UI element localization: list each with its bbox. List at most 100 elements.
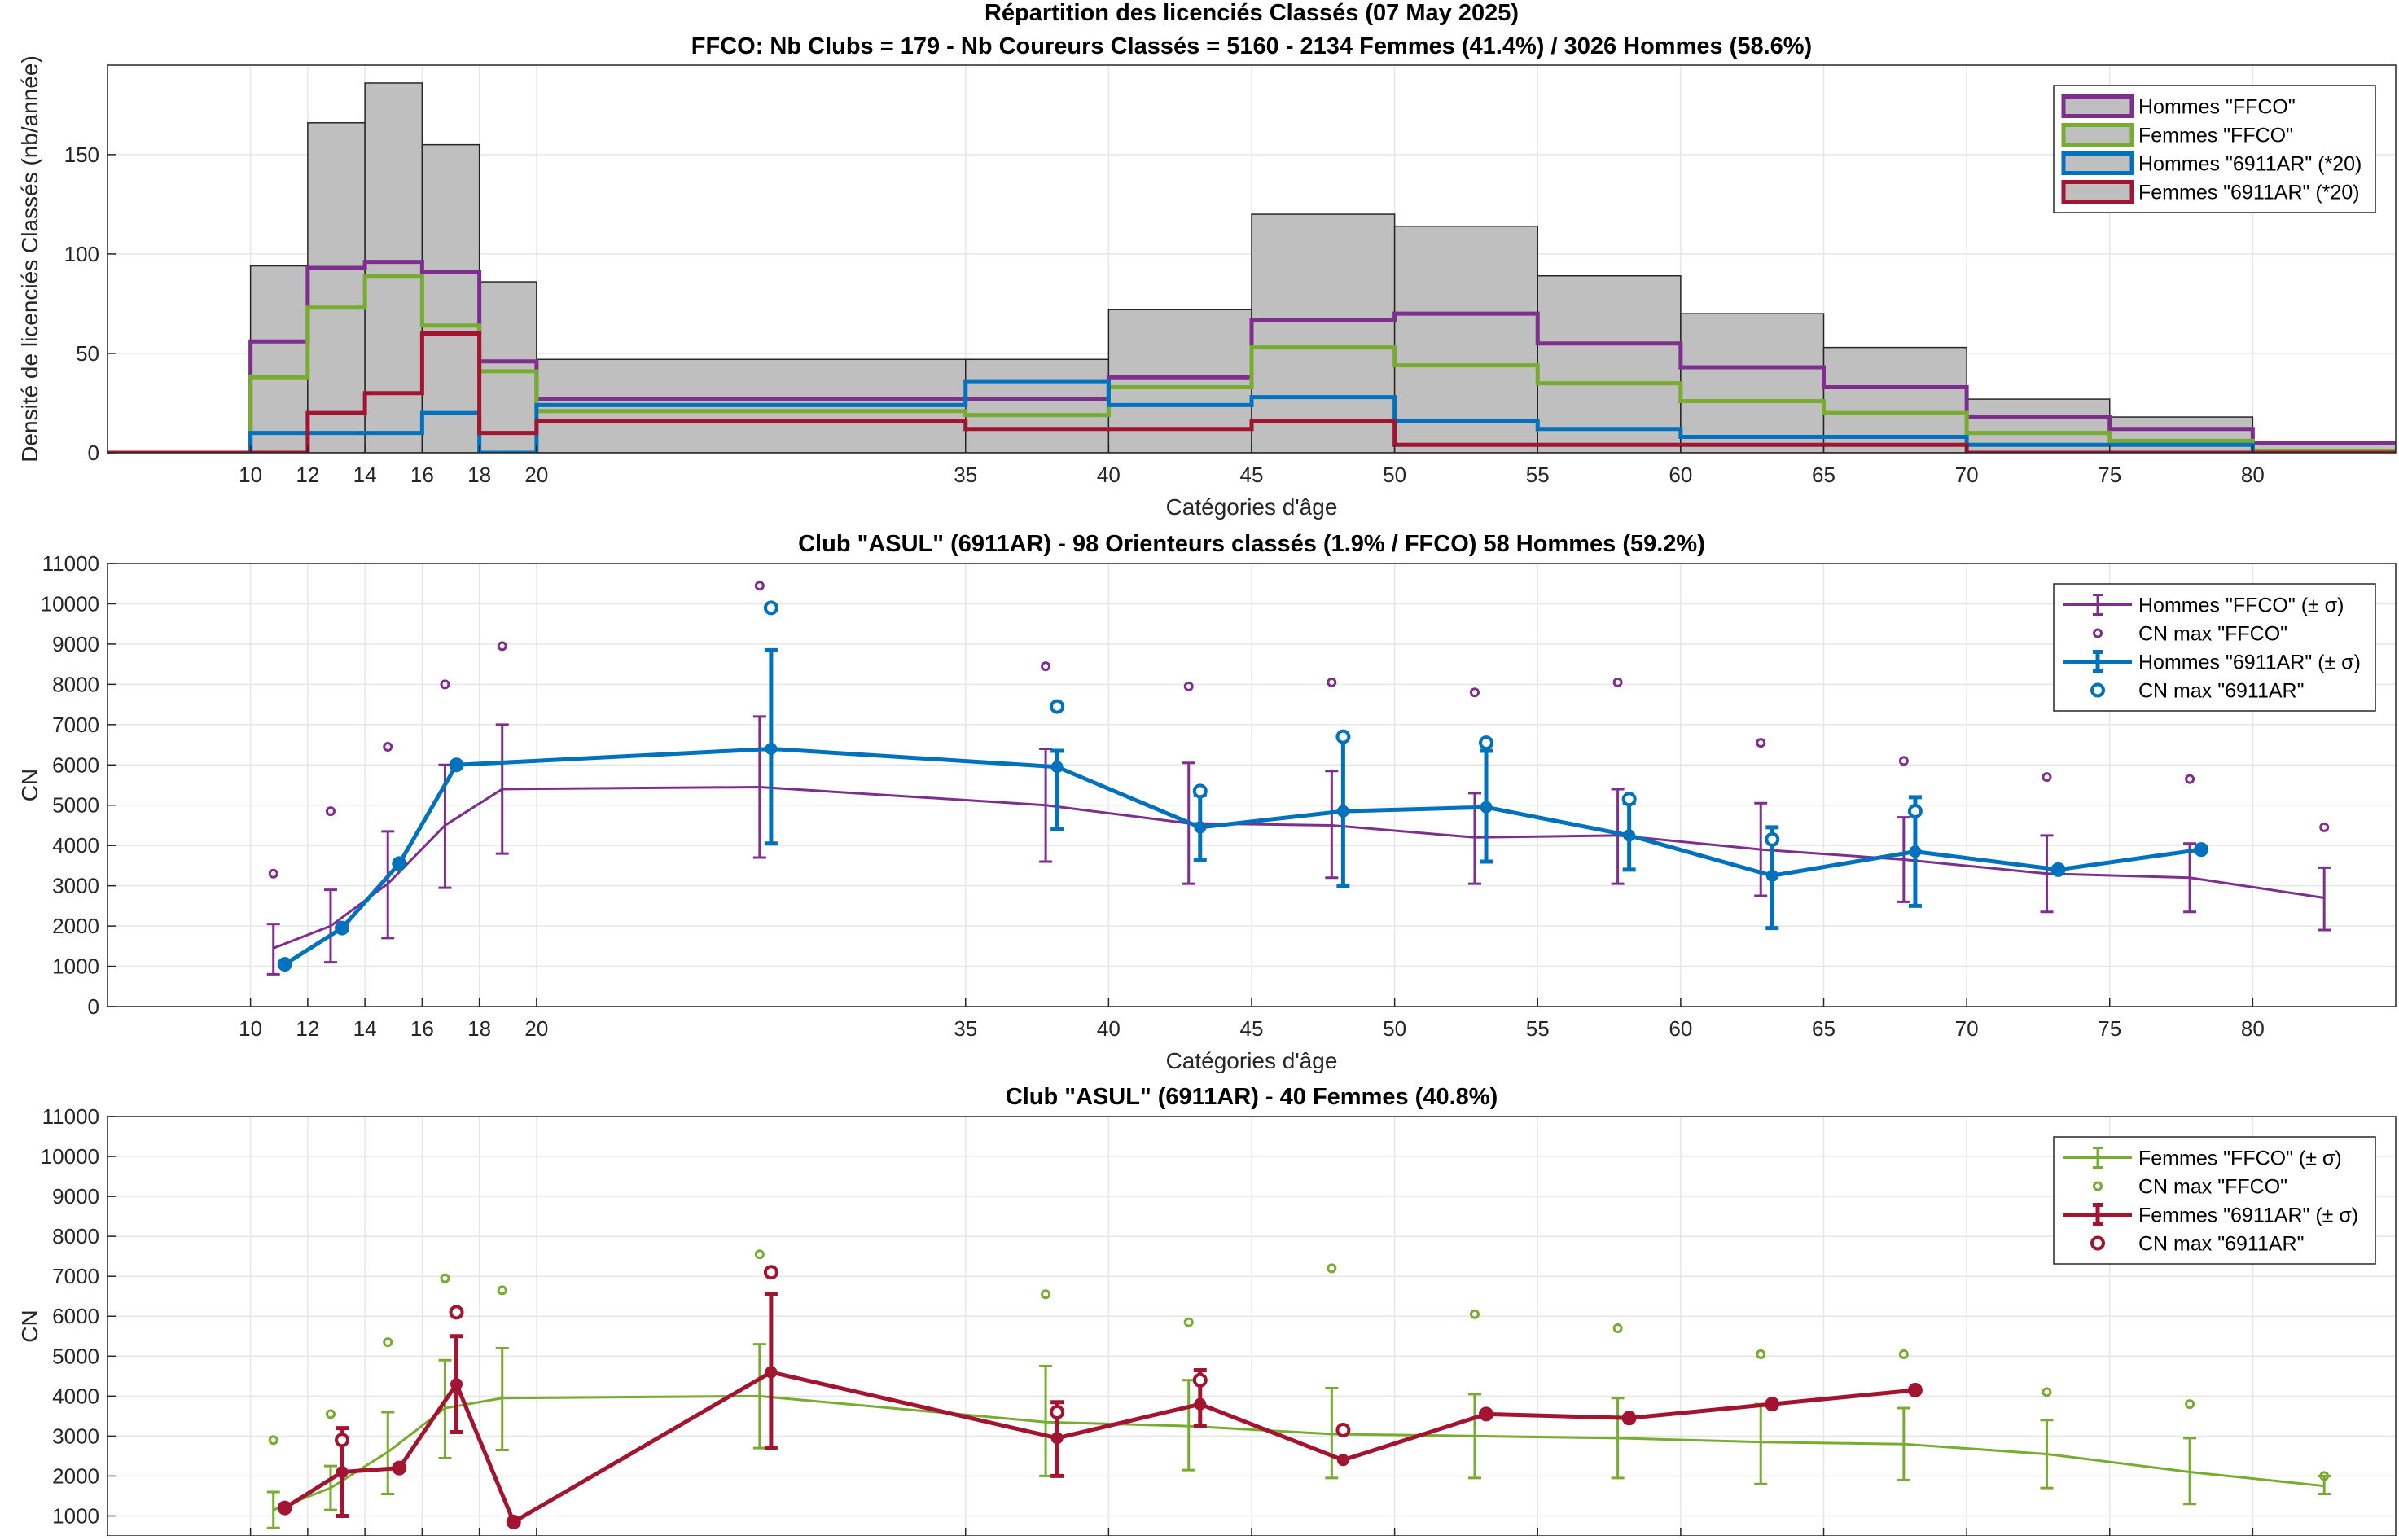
series-point [765,742,778,755]
legend-swatch-marker [2093,628,2103,638]
legend-entry-label: Femmes "FFCO" [2138,125,2293,147]
x-tick-label: 75 [2098,1016,2121,1041]
y-tick-label: 1000 [52,954,99,979]
chart-title: Club "ASUL" (6911AR) - 40 Femmes (40.8%) [1006,1084,1498,1110]
cn-max-point [1756,1349,1766,1359]
y-tick-label: 9000 [52,1184,99,1209]
x-tick-label: 50 [1383,463,1406,487]
x-tick-label: 80 [2241,463,2265,487]
cn-max-point [1327,677,1337,687]
series-point [1623,1411,1636,1424]
x-tick-label: 60 [1669,463,1692,487]
cn-max-point [440,679,450,690]
x-tick-label: 75 [2098,463,2121,487]
cn-max-point [449,1305,464,1320]
y-tick-label: 10000 [41,1144,99,1169]
legend-entry-label: Hommes "6911AR" (*20) [2138,153,2362,176]
series-point [393,857,406,870]
histogram-bar [307,122,366,453]
cn-max-point [1612,1323,1623,1333]
x-axis-label: Catégories d'âge [1166,494,1338,520]
x-tick-label: 55 [1526,463,1550,487]
histogram-bar [1251,213,1396,453]
cn-max-point [754,581,765,591]
y-tick-label: 0 [88,994,99,1019]
cn-max-point [1050,1404,1065,1419]
cn-max-point [1041,1289,1051,1300]
chart-panel-3: 1000 2000 3000 4000 5000 6000 7000 8000 9000 1000… [17,1084,2397,1537]
cn-max-point [1898,756,1909,766]
legend-entry-label: CN max "6911AR" [2138,680,2304,703]
legend-entry-label: Femmes "6911AR" (*20) [2138,182,2360,204]
legend: Femmes "FFCO" (± σ) CN max "FFCO" Femmes "… [2053,1136,2376,1265]
y-axis-label: CN [17,769,42,801]
series-point [336,1466,349,1479]
legend-entry-label: CN max "FFCO" [2138,623,2287,646]
cn-max-point [383,742,393,752]
histogram-bar [1107,309,1252,453]
legend: Hommes "FFCO" (± σ) CN max "FFCO" Hommes "… [2053,583,2376,712]
series-point [278,1502,292,1515]
legend-entry-label: Femmes "6911AR" (± σ) [2138,1204,2358,1227]
series-point [393,1462,406,1475]
cn-max-point [2185,774,2195,784]
y-tick-label: 150 [64,143,99,167]
y-tick-label: 6000 [52,1304,99,1328]
cn-max-point [1621,792,1637,807]
y-tick-label: 8000 [52,1224,99,1248]
cn-max-point [1335,729,1351,744]
series-point [1623,829,1636,842]
cn-max-point [325,1409,336,1419]
x-tick-label: 40 [1097,463,1121,487]
legend-entry-label: CN max "6911AR" [2138,1233,2304,1256]
legend-entry-label: Femmes "FFCO" (± σ) [2138,1147,2342,1170]
cn-max-point [1335,1423,1351,1438]
cn-max-point [1183,1317,1194,1327]
legend-swatch [2061,151,2134,175]
cn-max-point [1469,1309,1480,1319]
series-point [450,1378,463,1391]
x-tick-label: 14 [353,1016,377,1041]
series-point [1765,1397,1778,1411]
y-tick-label: 4000 [52,1384,99,1408]
series-point [1336,1454,1349,1467]
y-tick-label: 10000 [41,591,99,616]
y-tick-label: 3000 [52,874,99,898]
y-tick-label: 50 [76,341,99,366]
x-tick-label: 35 [954,463,977,487]
histogram-bar [1680,313,1825,453]
histogram-bar [421,143,480,453]
stairs-series-line [107,331,2396,453]
cn-max-point [1469,687,1480,698]
cn-max-point [1898,1349,1909,1359]
cn-max-point [1765,831,1780,847]
histogram-bar [1537,274,1682,453]
legend-swatch [2061,94,2134,118]
x-tick-label: 10 [239,1016,262,1041]
x-axis-label: Catégories d'âge [1166,1048,1338,1073]
legend-swatch [2061,123,2134,147]
legend: Hommes "FFCO" Femmes "FFCO" Hommes "6911AR… [2053,85,2376,213]
cn-max-point [754,1249,765,1260]
plot-content [266,581,2331,976]
series-point [1194,1397,1207,1411]
y-tick-label: 3000 [52,1424,99,1448]
cn-max-point [763,1265,778,1280]
series-point [1765,869,1778,882]
cn-max-point [1479,735,1494,751]
x-tick-label: 16 [410,1016,434,1041]
x-tick-label: 45 [1240,1016,1264,1041]
y-tick-label: 6000 [52,752,99,777]
x-tick-label: 18 [467,1016,491,1041]
series-point [1909,1384,1922,1397]
series-point [450,758,463,771]
chart-title: Club "ASUL" (6911AR) - 98 Orienteurs cla… [798,531,1705,557]
histogram-bar [1393,225,1538,453]
chart-panel-1: 10 12 14 16 18 20 35 40 45 50 55 60 65 70 75 80 0 50 100 15… [17,0,2397,520]
cn-max-point [1327,1263,1337,1274]
legend-swatch-marker [2090,1235,2105,1251]
x-tick-label: 20 [524,1016,548,1041]
x-tick-label: 65 [1812,1016,1835,1041]
